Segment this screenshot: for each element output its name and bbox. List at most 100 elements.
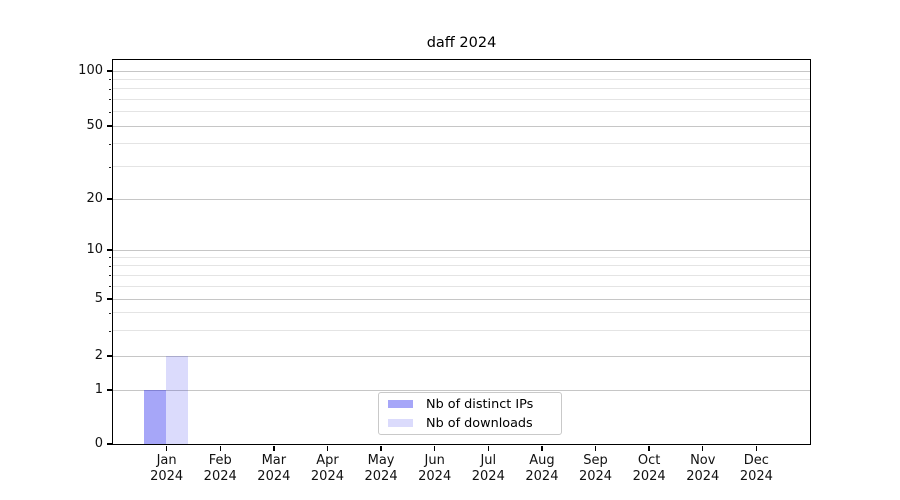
legend-label-distinct-ips: Nb of distinct IPs	[426, 396, 534, 412]
x-tick-nov	[702, 445, 704, 451]
legend-swatch-downloads	[388, 419, 413, 427]
legend-label-downloads: Nb of downloads	[426, 415, 533, 431]
gridline-minor-70	[112, 98, 810, 100]
y-tick-label-1: 1	[94, 382, 103, 397]
y-minor-tick-40	[108, 143, 112, 145]
x-tick-label-year: 2024	[257, 468, 291, 484]
x-tick-aug	[541, 445, 543, 451]
gridline-minor-30	[112, 166, 810, 168]
chart-title: daff 2024	[426, 35, 497, 51]
x-tick-label-jan: Jan 2024	[139, 453, 195, 484]
legend-swatch-distinct-ips	[388, 400, 413, 408]
x-tick-jul	[487, 445, 489, 451]
y-tick-label-0: 0	[94, 436, 103, 451]
x-tick-label-month: Jan	[156, 453, 177, 468]
x-tick-label-month: Jul	[480, 453, 497, 468]
bar-nb-of-downloads-jan	[166, 355, 189, 444]
y-tick-20	[107, 198, 112, 200]
x-tick-label-jun: Jun 2024	[407, 453, 463, 484]
y-minor-tick-4	[108, 312, 112, 314]
x-tick-label-month: Dec	[743, 453, 769, 468]
x-tick-label-month: Nov	[690, 453, 716, 468]
y-minor-tick-30	[108, 166, 112, 168]
gridline-minor-8	[112, 265, 810, 267]
y-tick-label-2: 2	[94, 348, 103, 363]
x-tick-label-month: Jun	[424, 453, 445, 468]
x-tick-label-year: 2024	[150, 468, 184, 484]
y-tick-0	[107, 443, 112, 445]
plot-area	[111, 58, 811, 445]
y-tick-2	[107, 355, 112, 357]
x-tick-mar	[273, 445, 275, 451]
x-tick-label-month: Oct	[637, 453, 661, 468]
gridline-minor-3	[112, 330, 810, 332]
x-tick-apr	[326, 445, 329, 451]
y-tick-label-5: 5	[94, 291, 103, 306]
gridline-minor-9	[112, 256, 810, 258]
x-tick-label-feb: Feb 2024	[192, 453, 248, 484]
gridline-minor-60	[112, 111, 810, 113]
x-tick-label-month: May	[367, 453, 395, 468]
x-tick-label-may: May 2024	[353, 453, 409, 484]
y-minor-tick-8	[108, 265, 112, 267]
gridline-major-100	[112, 70, 810, 72]
x-tick-label-mar: Mar 2024	[246, 453, 302, 484]
x-tick-label-year: 2024	[632, 468, 666, 484]
x-tick-label-year: 2024	[203, 468, 237, 484]
x-tick-label-oct: Oct 2024	[621, 453, 677, 484]
x-tick-label-year: 2024	[686, 468, 720, 484]
bar-nb-of-distinct-ips-jan	[143, 389, 167, 444]
x-tick-label-year: 2024	[418, 468, 452, 484]
x-tick-label-month: Mar	[261, 453, 287, 468]
y-minor-tick-80	[108, 88, 112, 90]
x-tick-may	[380, 445, 382, 451]
y-tick-label-20: 20	[86, 191, 103, 206]
y-tick-label-10: 10	[86, 242, 103, 257]
y-minor-tick-90	[108, 79, 112, 81]
y-minor-tick-3	[108, 330, 112, 332]
x-tick-label-month: Aug	[529, 453, 555, 468]
x-tick-label-apr: Apr 2024	[299, 453, 355, 484]
y-minor-tick-7	[108, 275, 112, 277]
x-tick-label-month: Sep	[583, 453, 608, 468]
y-tick-100	[107, 70, 112, 72]
y-tick-50	[107, 125, 112, 127]
x-tick-label-aug: Aug 2024	[514, 453, 570, 484]
x-tick-sep	[594, 445, 597, 451]
x-tick-jan	[165, 445, 168, 451]
x-tick-label-year: 2024	[578, 468, 613, 484]
legend-item-distinct-ips: Nb of distinct IPs	[388, 397, 561, 412]
y-tick-1	[107, 389, 112, 391]
gridline-major-1	[112, 389, 810, 391]
y-minor-tick-9	[108, 257, 112, 259]
gridline-major-5	[112, 298, 810, 300]
gridline-major-50	[112, 125, 810, 127]
gridline-major-2	[112, 355, 810, 357]
x-tick-label-year: 2024	[310, 468, 344, 484]
x-tick-jun	[433, 445, 436, 451]
gridline-major-20	[112, 198, 810, 200]
x-tick-label-year: 2024	[364, 468, 398, 484]
gridline-major-10	[112, 249, 810, 251]
x-tick-label-year: 2024	[525, 468, 559, 484]
x-tick-label-month: Apr	[316, 453, 339, 468]
gridline-minor-7	[112, 274, 810, 276]
y-tick-label-50: 50	[86, 118, 103, 133]
x-tick-dec	[755, 445, 758, 451]
x-tick-label-jul: Jul 2024	[460, 453, 516, 484]
x-tick-label-year: 2024	[471, 468, 505, 484]
gridline-minor-4	[112, 312, 810, 314]
y-tick-5	[107, 298, 112, 300]
y-minor-tick-70	[108, 99, 112, 101]
y-minor-tick-6	[108, 286, 112, 288]
x-tick-label-dec: Dec 2024	[728, 453, 784, 484]
legend-item-downloads: Nb of downloads	[388, 416, 561, 431]
gridline-minor-6	[112, 285, 810, 287]
y-minor-tick-60	[108, 111, 112, 113]
x-tick-label-month: Feb	[208, 453, 232, 468]
x-tick-label-nov: Nov 2024	[675, 453, 731, 484]
gridline-minor-80	[112, 88, 810, 90]
x-tick-feb	[219, 445, 221, 451]
x-tick-label-year: 2024	[739, 468, 773, 484]
